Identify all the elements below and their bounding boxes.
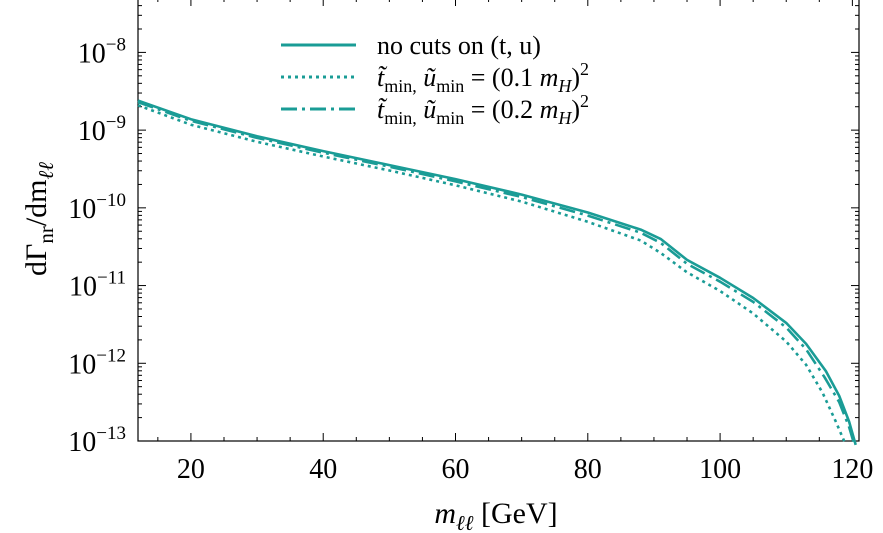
y-axis-label: dΓnr/dmℓℓ bbox=[20, 162, 58, 276]
y-tick-labels: 10−13 10−12 10−11 10−10 10−9 10−8 bbox=[68, 34, 126, 458]
y-tick-label: 10−8 bbox=[78, 34, 126, 69]
x-tick-label: 20 bbox=[177, 454, 205, 485]
legend: no cuts on (t, u) t̃min, ũmin = (0.1 mH)… bbox=[281, 31, 589, 128]
y-tick-label: 10−13 bbox=[68, 423, 126, 458]
y-tick-label: 10−9 bbox=[78, 112, 126, 147]
x-axis-label: mℓℓ [GeV] bbox=[434, 497, 557, 533]
x-tick-label: 100 bbox=[699, 454, 741, 485]
x-tick-label: 120 bbox=[831, 454, 873, 485]
series-line-2 bbox=[137, 104, 847, 446]
series-layer bbox=[137, 99, 857, 446]
x-tick-label: 80 bbox=[574, 454, 602, 485]
y-tick-label: 10−11 bbox=[69, 268, 126, 303]
x-tick-label: 60 bbox=[442, 454, 470, 485]
legend-label-1: no cuts on (t, u) bbox=[377, 31, 541, 60]
legend-label-3: t̃min, ũmin = (0.2 mH)2 bbox=[377, 91, 589, 128]
y-tick-label: 10−10 bbox=[68, 190, 126, 225]
x-tick-label: 40 bbox=[309, 454, 337, 485]
legend-label-2: t̃min, ũmin = (0.1 mH)2 bbox=[377, 59, 589, 96]
series-line-3 bbox=[137, 100, 856, 446]
x-tick-labels: 20 40 60 80 100 120 bbox=[177, 454, 873, 485]
y-tick-label: 10−12 bbox=[68, 345, 126, 380]
series-line-1 bbox=[137, 99, 857, 446]
axis-ticks bbox=[138, 0, 859, 442]
